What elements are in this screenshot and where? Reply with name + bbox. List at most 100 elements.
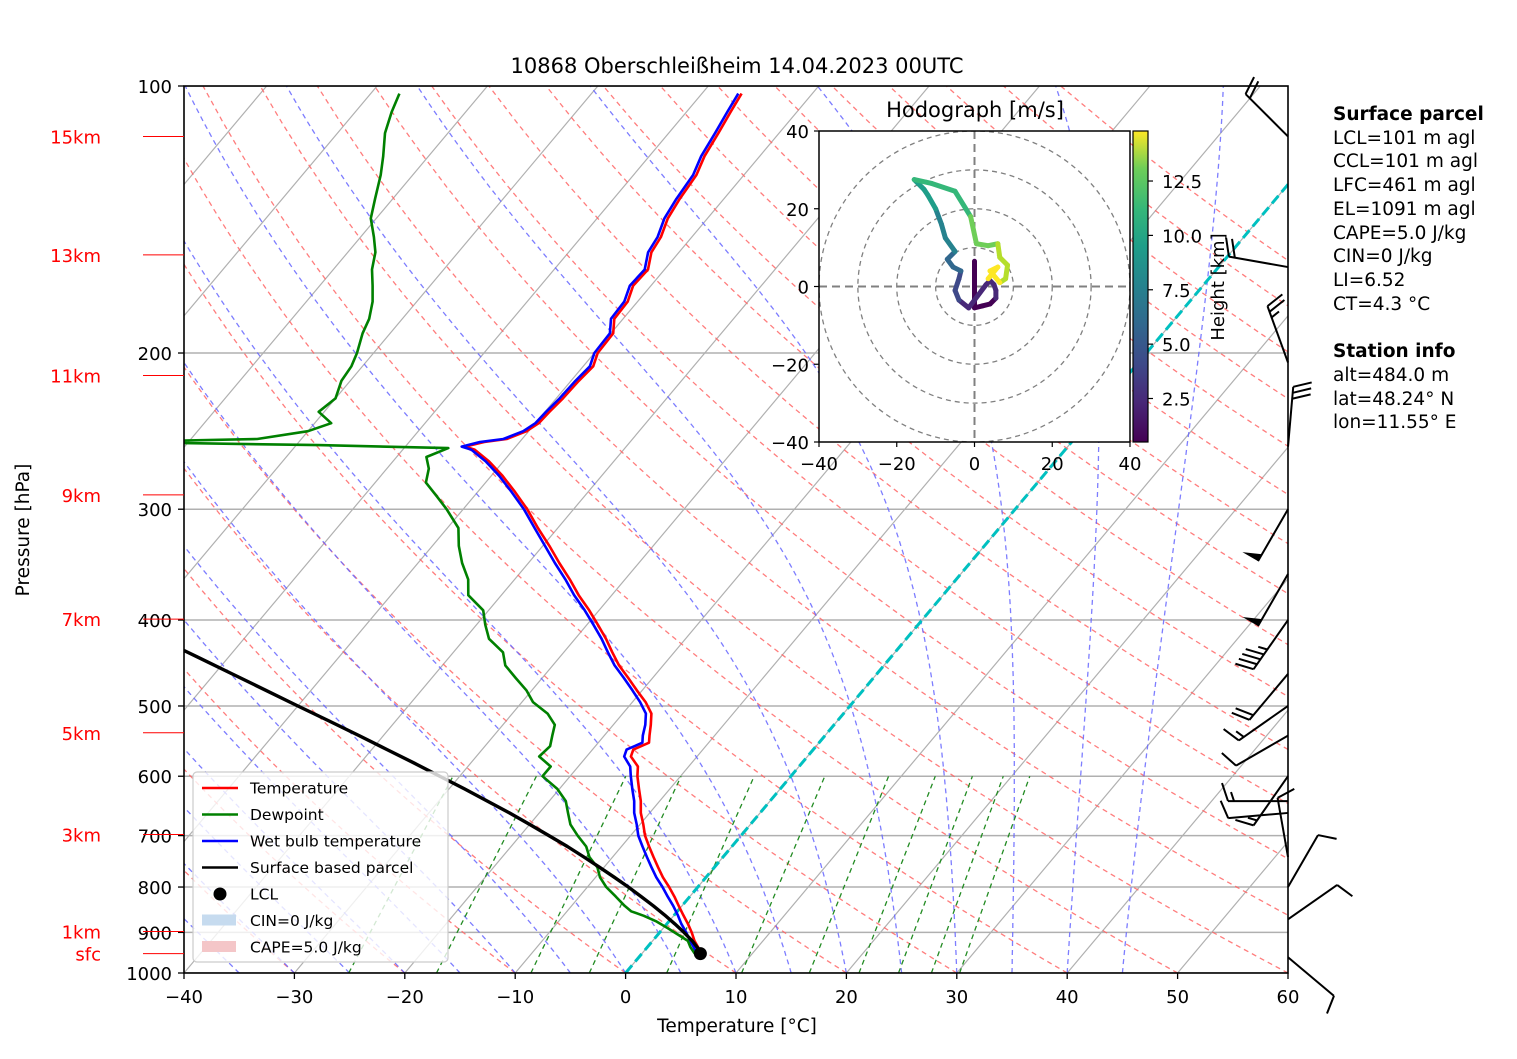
- barb-full: [1292, 387, 1312, 394]
- barb-full: [1326, 995, 1335, 1014]
- legend: Temperature Dewpoint Wet bulb temperature S…: [192, 771, 449, 963]
- x-tick-label: 60: [1277, 987, 1300, 1008]
- hodograph-segment: [911, 177, 935, 186]
- height-label: 7km: [62, 610, 101, 631]
- y-tick-label: 400: [138, 611, 172, 632]
- isotherm: [184, 86, 488, 449]
- barb-shaft: [1235, 734, 1289, 767]
- hodograph-x-tick-label: −40: [800, 454, 838, 475]
- barb-shaft: [1257, 508, 1289, 562]
- barb-shaft: [1228, 255, 1289, 269]
- hodograph-y-tick-label: −20: [771, 355, 809, 376]
- profiles: [184, 92, 743, 961]
- isotherm: [735, 314, 1288, 973]
- wind-barb: [1221, 734, 1289, 767]
- legend-label: Dewpoint: [250, 806, 324, 824]
- surface-parcel-heading: Surface parcel: [1333, 104, 1484, 125]
- hodograph-title: Hodograph [m/s]: [886, 98, 1064, 122]
- y-tick-label: 1000: [126, 964, 172, 985]
- zero-isotherm: [624, 182, 1288, 973]
- dry-adiabat: [316, 86, 1288, 916]
- barb-full: [1235, 707, 1254, 717]
- y-tick-label: 600: [138, 767, 172, 788]
- barb-full: [1277, 788, 1295, 799]
- legend-label: Temperature: [249, 780, 348, 798]
- hodograph-ring: [857, 169, 1092, 404]
- dry-adiabat: [184, 157, 1068, 973]
- barb-shaft: [1287, 956, 1335, 997]
- barb-shaft: [1228, 811, 1289, 820]
- hodograph-ring: [896, 208, 1053, 365]
- station-lon: lon=11.55° E: [1333, 412, 1457, 434]
- barb-shaft: [1276, 797, 1289, 858]
- barb-full: [1241, 652, 1261, 661]
- barb-full: [1231, 238, 1236, 258]
- hodograph-segment: [952, 188, 974, 220]
- legend-swatch: [202, 914, 236, 926]
- colorbar-tick-label: 12.5: [1162, 172, 1202, 193]
- parcel-cape: CAPE=5.0 J/kg: [1333, 222, 1467, 244]
- wind-barb: [1242, 508, 1289, 562]
- moist-adiabat: [184, 618, 516, 973]
- barb-half: [1247, 816, 1258, 822]
- dry-adiabat: [431, 86, 1288, 805]
- hodograph-segment: [929, 180, 958, 194]
- barb-shaft: [1266, 305, 1289, 363]
- x-tick-label: −30: [275, 987, 313, 1008]
- isotherm: [184, 86, 378, 317]
- height-label: 3km: [62, 825, 101, 846]
- barb-full: [1219, 800, 1230, 819]
- barb-half: [1235, 730, 1245, 738]
- barb-shaft: [1257, 573, 1289, 627]
- hodograph: Hodograph [m/s] −40 −20 0 20 40 40 20 0 −20 −40 2…: [771, 98, 1229, 475]
- mixing-ratio-line: [958, 775, 1031, 973]
- legend-label: CAPE=5.0 J/kg: [250, 939, 362, 957]
- lcl-marker: [693, 947, 707, 961]
- height-label: 9km: [62, 486, 101, 507]
- wind-barb: [1276, 788, 1295, 858]
- legend-label: LCL: [250, 886, 278, 904]
- mixing-ratio-line: [858, 775, 936, 973]
- barb-full: [1292, 381, 1312, 388]
- barb-shaft: [1252, 619, 1289, 670]
- wind-barb: [1266, 293, 1289, 363]
- wind-barb: [1287, 381, 1312, 447]
- mixing-ratio-line: [741, 775, 826, 973]
- height-label: 13km: [50, 246, 101, 267]
- barb-flag: [1242, 617, 1262, 627]
- hodograph-y-tick-label: 20: [786, 200, 809, 221]
- wind-barb: [1231, 673, 1289, 721]
- dry-adiabat: [202, 86, 1178, 973]
- moist-adiabat: [184, 86, 792, 973]
- barb-shaft: [1287, 884, 1338, 921]
- barb-full: [1221, 752, 1237, 767]
- wind-barb: [1287, 956, 1335, 1014]
- dry-adiabat: [184, 263, 958, 973]
- dewpoint-line: [184, 93, 696, 955]
- parcel-el: EL=1091 m agl: [1333, 198, 1476, 220]
- barb-shaft: [1248, 673, 1289, 721]
- y-tick-label: 900: [138, 923, 172, 944]
- barb-full: [1244, 76, 1255, 95]
- hodograph-segment: [942, 235, 958, 255]
- x-axis: −40 −30 −20 −10 0 10 20 30 40 50 60: [165, 973, 1299, 1008]
- barb-full: [1223, 728, 1240, 742]
- wind-barb: [1219, 800, 1289, 820]
- hodograph-segment: [968, 214, 979, 247]
- height-label: 5km: [62, 724, 101, 745]
- dry-adiabat: [184, 567, 626, 973]
- barb-full: [1231, 711, 1250, 721]
- colorbar-tick-label: 2.5: [1162, 390, 1191, 411]
- station-alt: alt=484.0 m: [1333, 365, 1450, 387]
- y-tick-label: 300: [138, 500, 172, 521]
- parcel-ccl: CCL=101 m agl: [1333, 151, 1478, 173]
- isotherm: [956, 577, 1288, 973]
- hodograph-x-tick-label: 0: [969, 454, 980, 475]
- x-tick-label: 10: [725, 987, 748, 1008]
- dry-adiabat: [373, 86, 1288, 860]
- x-tick-label: 0: [620, 987, 631, 1008]
- barb-full: [1291, 393, 1311, 400]
- height-label: sfc: [75, 945, 101, 966]
- moist-adiabat: [184, 239, 737, 973]
